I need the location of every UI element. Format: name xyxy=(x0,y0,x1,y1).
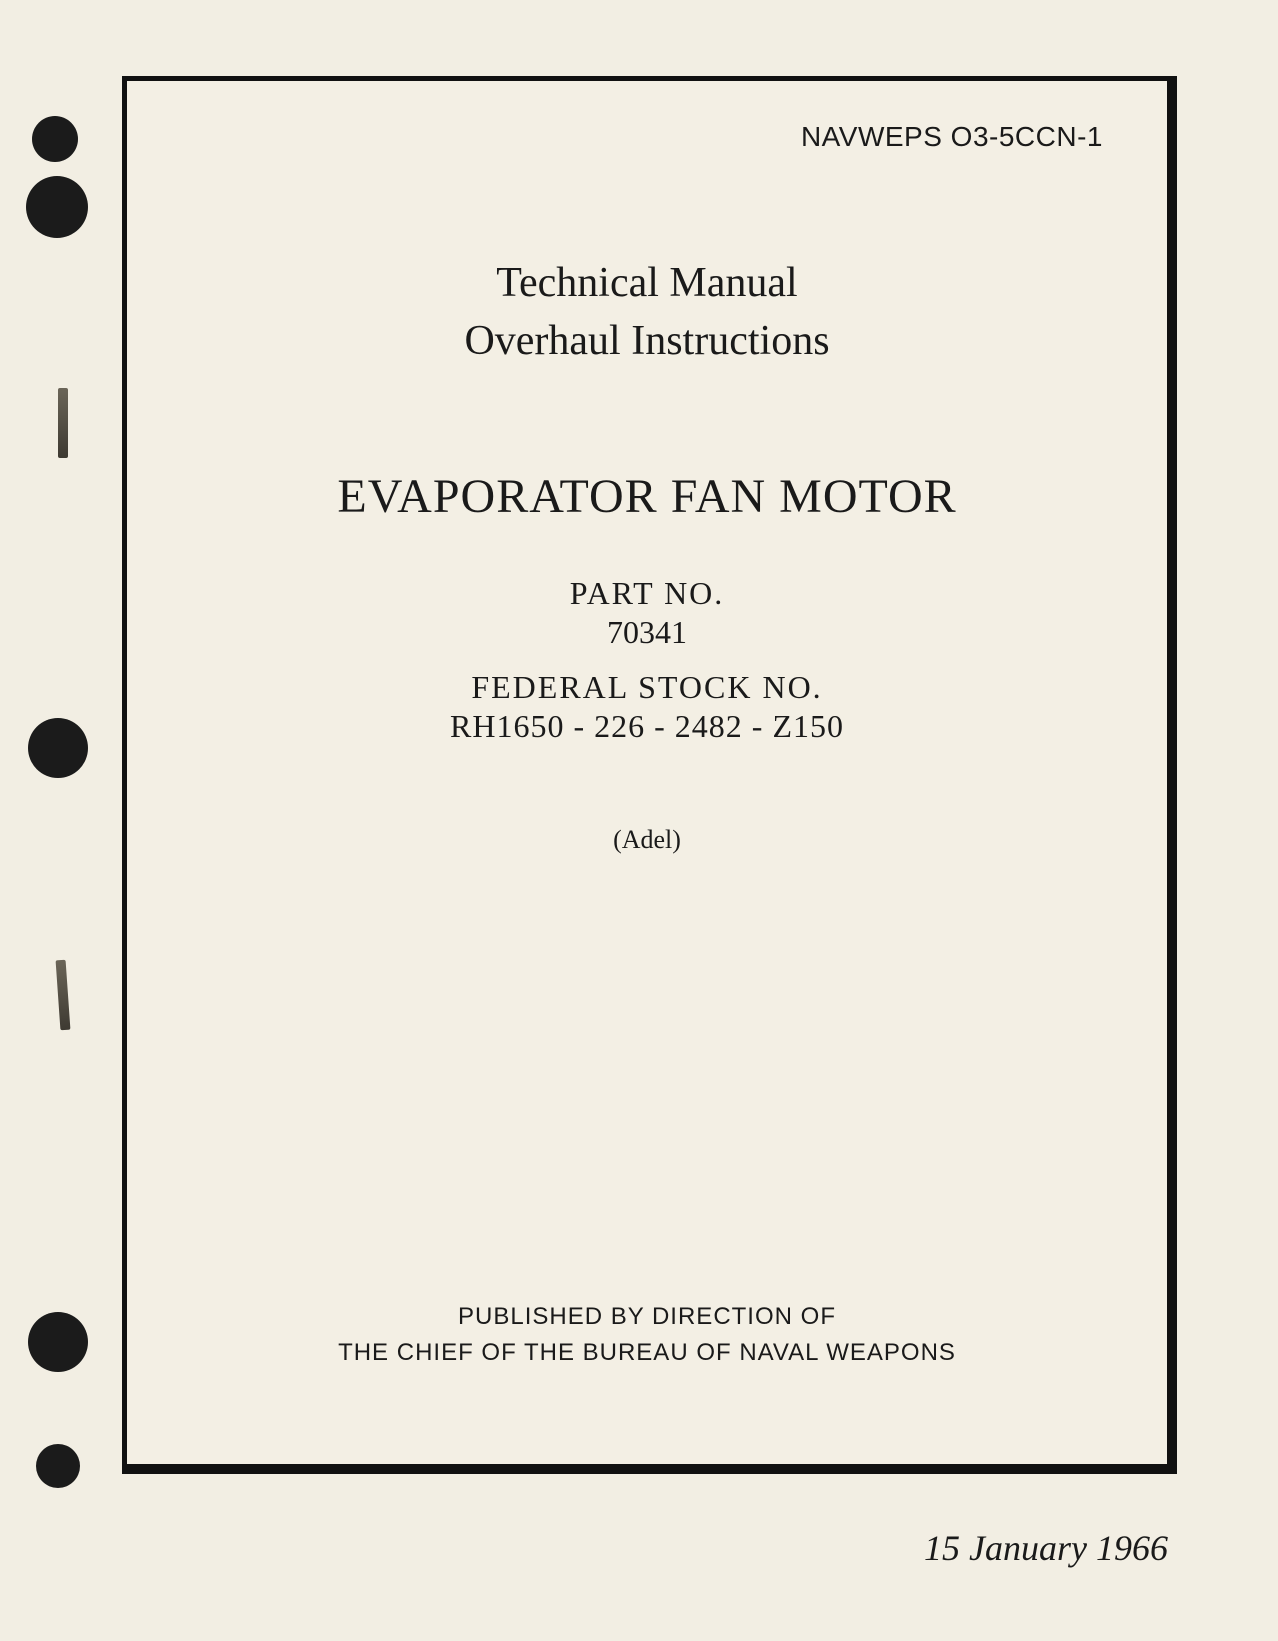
staple-mark xyxy=(58,388,68,458)
punch-hole xyxy=(26,176,88,238)
federal-stock-number-value: RH1650 - 226 - 2482 - Z150 xyxy=(127,708,1167,745)
page: NAVWEPS O3-5CCN-1 Technical Manual Overh… xyxy=(0,0,1278,1641)
punch-hole xyxy=(28,1312,88,1372)
heading-block: Technical Manual Overhaul Instructions xyxy=(127,259,1167,365)
part-number-value: 70341 xyxy=(127,614,1167,651)
punch-hole xyxy=(28,718,88,778)
manufacturer: (Adel) xyxy=(127,825,1167,855)
heading-line-1: Technical Manual xyxy=(127,259,1167,307)
punch-hole xyxy=(36,1444,80,1488)
federal-stock-number-label: FEDERAL STOCK NO. xyxy=(127,669,1167,706)
publication-date: 15 January 1966 xyxy=(924,1527,1168,1569)
document-title: EVAPORATOR FAN MOTOR xyxy=(127,469,1167,524)
part-number-label: PART NO. xyxy=(127,575,1167,612)
document-code: NAVWEPS O3-5CCN-1 xyxy=(801,121,1103,153)
content-frame: NAVWEPS O3-5CCN-1 Technical Manual Overh… xyxy=(122,76,1177,1474)
identification-block: PART NO. 70341 FEDERAL STOCK NO. RH1650 … xyxy=(127,575,1167,745)
heading-line-2: Overhaul Instructions xyxy=(127,317,1167,365)
publisher-line-1: PUBLISHED BY DIRECTION OF xyxy=(127,1299,1167,1335)
publisher-line-2: THE CHIEF OF THE BUREAU OF NAVAL WEAPONS xyxy=(127,1335,1167,1371)
punch-hole xyxy=(32,116,78,162)
publisher-block: PUBLISHED BY DIRECTION OF THE CHIEF OF T… xyxy=(127,1299,1167,1371)
staple-mark xyxy=(56,960,71,1031)
